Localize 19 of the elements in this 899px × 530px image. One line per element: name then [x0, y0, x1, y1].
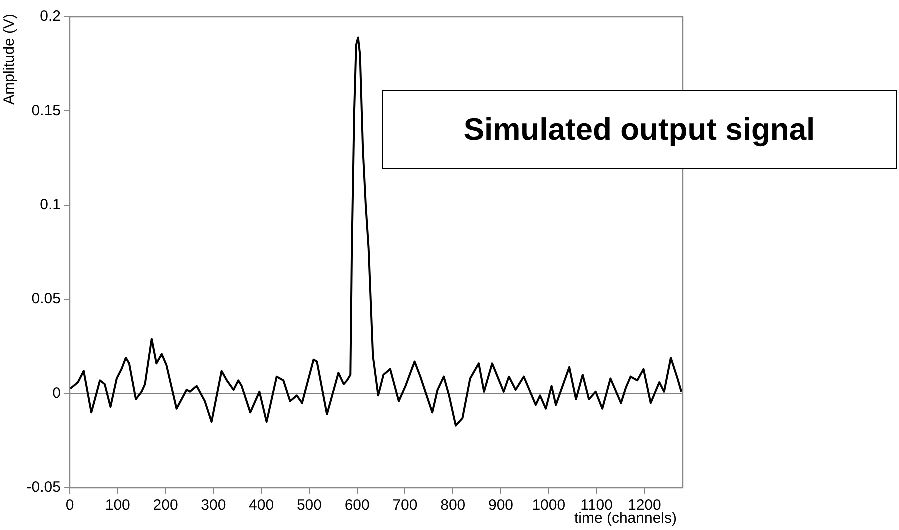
x-tick-label: 1000 [532, 497, 566, 514]
y-tick-label: 0.1 [40, 196, 61, 214]
x-tick-label: 800 [440, 497, 466, 514]
x-tick-label: 0 [66, 497, 74, 514]
x-tick-label: 300 [201, 497, 226, 514]
x-tick-label: 100 [105, 497, 130, 514]
y-axis-title: Amplitude (V) [1, 14, 18, 105]
y-tick-label: 0 [52, 384, 61, 402]
x-tick-label: 500 [296, 497, 322, 514]
y-tick-label: 0.2 [40, 8, 61, 26]
y-tick-label: -0.05 [26, 479, 61, 496]
x-tick-label: 700 [392, 497, 418, 514]
x-tick-label: 400 [249, 497, 274, 514]
x-tick-label: 200 [153, 497, 178, 514]
x-tick-label: 900 [488, 497, 514, 514]
y-tick-label: 0.15 [32, 102, 61, 120]
text-box: Simulated output signal [382, 90, 897, 169]
x-tick-label: 600 [344, 497, 370, 514]
y-tick-label: 0.05 [32, 290, 61, 308]
